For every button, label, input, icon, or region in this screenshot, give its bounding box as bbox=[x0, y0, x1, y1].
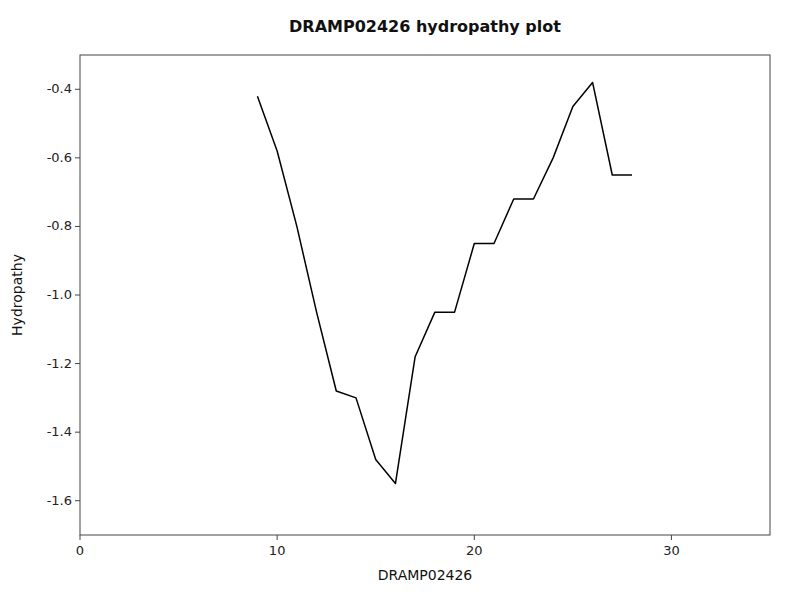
y-tick-label: -1.0 bbox=[47, 287, 72, 302]
x-tick-label: 0 bbox=[76, 543, 84, 558]
chart-title: DRAMP02426 hydropathy plot bbox=[289, 17, 561, 36]
x-tick bbox=[80, 535, 81, 540]
y-tick bbox=[75, 500, 80, 501]
y-tick-label: -0.6 bbox=[47, 150, 72, 165]
x-tick bbox=[474, 535, 475, 540]
plot-frame bbox=[80, 55, 770, 535]
y-tick-label: -1.6 bbox=[47, 493, 72, 508]
x-tick bbox=[277, 535, 278, 540]
x-tick-label: 30 bbox=[663, 543, 680, 558]
y-tick-label: -0.4 bbox=[47, 81, 72, 96]
y-tick bbox=[75, 89, 80, 90]
x-tick-label: 10 bbox=[269, 543, 286, 558]
chart-svg: 0 10 20 30 -1.6 -1.4 -1.2 -1.0 -0.8 -0.6 -0.4 DRAMP… bbox=[0, 0, 800, 600]
y-tick bbox=[75, 157, 80, 158]
chart-container: 0 10 20 30 -1.6 -1.4 -1.2 -1.0 -0.8 -0.6 -0.4 DRAMP… bbox=[0, 0, 800, 600]
x-tick bbox=[671, 535, 672, 540]
y-tick bbox=[75, 363, 80, 364]
y-tick-label: -1.4 bbox=[47, 424, 72, 439]
y-tick-label: -0.8 bbox=[47, 218, 72, 233]
y-axis-label: Hydropathy bbox=[9, 254, 25, 336]
y-tick bbox=[75, 432, 80, 433]
y-tick-label: -1.2 bbox=[47, 356, 72, 371]
plot-area bbox=[257, 82, 632, 483]
x-axis-label: DRAMP02426 bbox=[378, 567, 473, 583]
x-tick-label: 20 bbox=[466, 543, 483, 558]
data-line bbox=[257, 82, 632, 483]
y-tick bbox=[75, 295, 80, 296]
y-tick bbox=[75, 226, 80, 227]
